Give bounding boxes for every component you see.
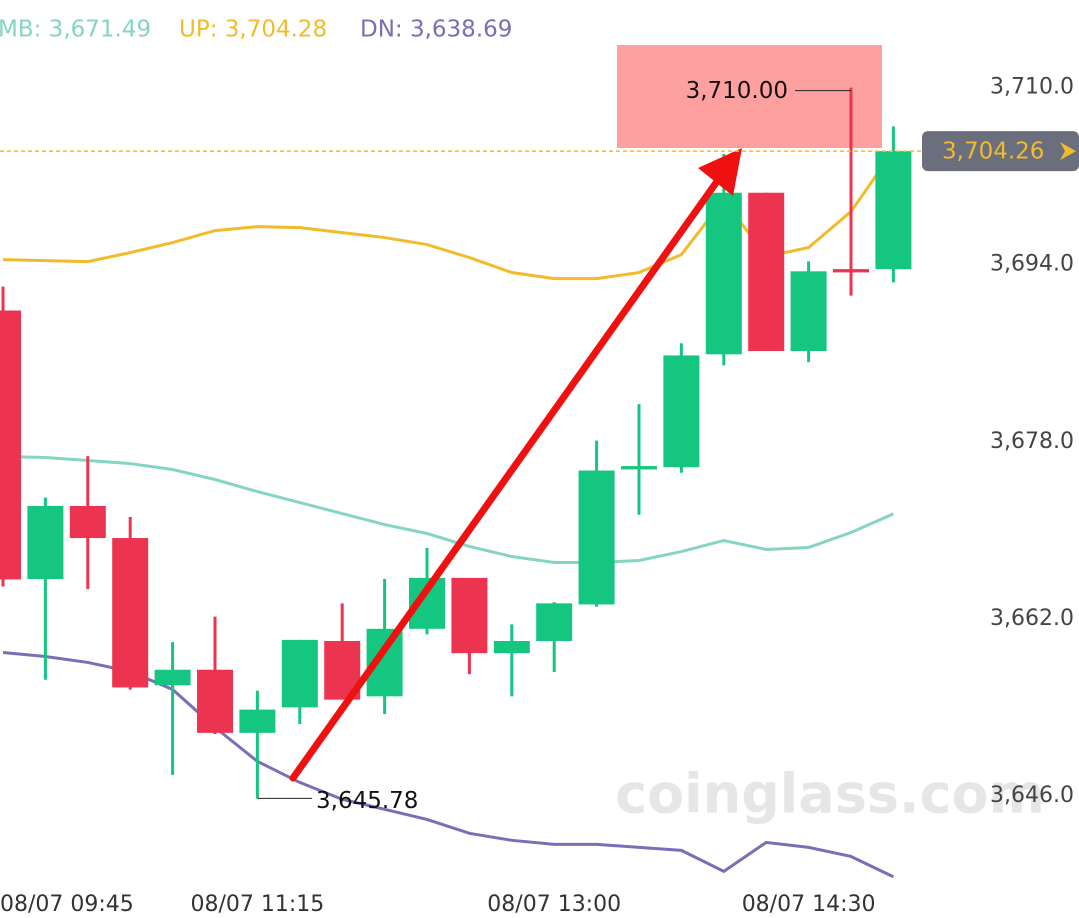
candle-body: [281, 639, 318, 708]
band-line: [2, 650, 895, 879]
candle-body: [705, 192, 742, 355]
watermark: coinglass.com: [615, 763, 1045, 826]
y-tick-label: 3,710.0: [990, 75, 1074, 100]
candle-body: [451, 577, 488, 654]
y-tick-label: 3,694.0: [990, 252, 1074, 277]
candle-body: [69, 505, 106, 539]
candle-body: [875, 151, 912, 270]
band-line: [2, 454, 895, 565]
x-tick-label: 08/07 14:30: [742, 892, 876, 917]
y-tick-label: 3,646.0: [990, 783, 1074, 808]
candle-body: [578, 470, 615, 605]
annotation-label: 3,645.78: [316, 788, 418, 814]
last-price-tag: [922, 131, 1079, 172]
legend-entry: DN: 3,638.69: [360, 17, 512, 43]
candle-body: [748, 192, 785, 352]
candle-body: [197, 669, 233, 733]
arrow-shaft: [289, 176, 722, 782]
last-price-label: 3,704.26: [942, 139, 1044, 165]
highlight-box: [617, 45, 882, 148]
candle-body: [621, 466, 657, 470]
candles: [0, 87, 912, 799]
band-line: [2, 150, 895, 281]
x-tick-label: 08/07 13:00: [487, 892, 621, 917]
trend-arrow: [289, 148, 742, 782]
candle-body: [790, 271, 827, 352]
band-lines: [2, 150, 895, 879]
candle-body: [112, 538, 149, 688]
last-price-arrow: [1060, 142, 1076, 161]
candle-body: [493, 640, 530, 654]
candle-body: [154, 669, 191, 686]
plot: [0, 87, 912, 879]
y-tick-label: 3,662.0: [990, 606, 1074, 631]
y-tick-label: 3,678.0: [990, 429, 1074, 454]
annotation-label: 3,710.00: [686, 78, 788, 104]
candle-body: [663, 355, 700, 468]
legend-entry: UP: 3,704.28: [179, 17, 327, 43]
candle-body: [0, 310, 21, 580]
x-tick-label: 08/07 09:45: [0, 892, 134, 917]
candle-body: [833, 269, 869, 273]
legend-entry: MB: 3,671.49: [0, 17, 151, 43]
x-tick-label: 08/07 11:15: [191, 892, 325, 917]
overlay: 3,646.0 3,662.0 3,678.0 3,694.0 3,710.0 08/07…: [0, 17, 1079, 917]
candle-body: [536, 603, 573, 641]
candle-body: [239, 709, 276, 733]
arrow-head: [698, 148, 742, 196]
candle-body: [27, 505, 64, 579]
